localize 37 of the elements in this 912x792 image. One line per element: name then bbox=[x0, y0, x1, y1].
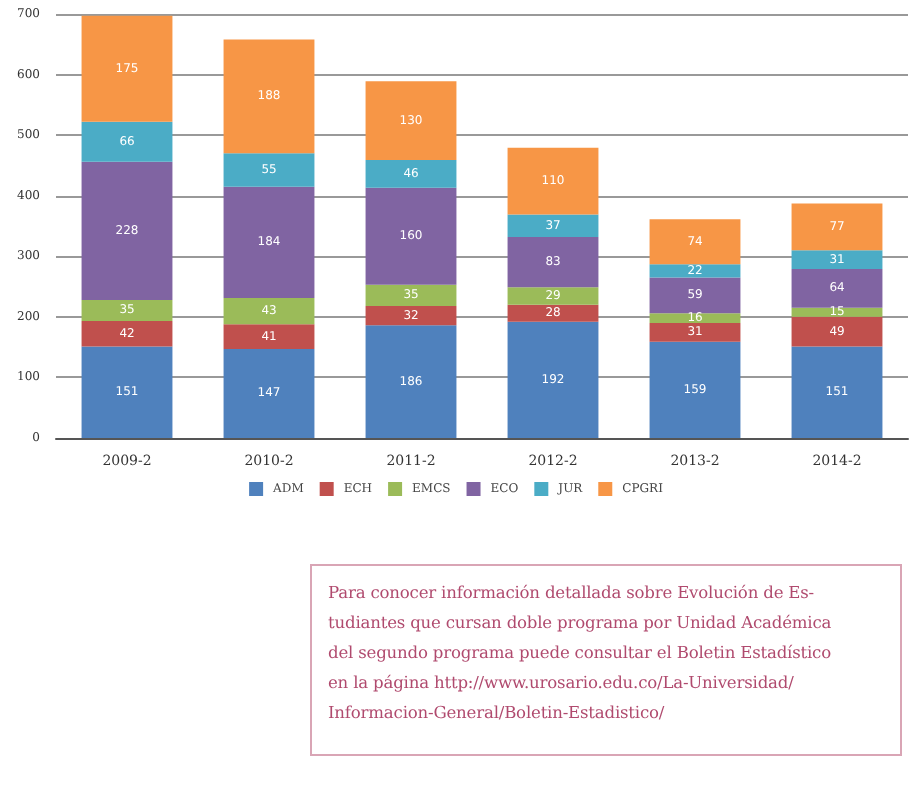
bar bbox=[791, 250, 883, 270]
bar bbox=[791, 316, 883, 347]
bar bbox=[791, 307, 883, 317]
bar bbox=[791, 269, 883, 308]
bar bbox=[223, 348, 315, 438]
bar bbox=[507, 287, 599, 305]
bar bbox=[81, 346, 173, 438]
bar bbox=[365, 187, 457, 285]
bar bbox=[791, 346, 883, 438]
bar bbox=[649, 313, 741, 323]
bar bbox=[791, 203, 883, 251]
bar bbox=[649, 277, 741, 314]
bar bbox=[649, 341, 741, 438]
bar bbox=[81, 321, 173, 347]
bar bbox=[365, 159, 457, 188]
bar bbox=[81, 161, 173, 300]
bar bbox=[223, 298, 315, 325]
bar bbox=[223, 186, 315, 299]
bar bbox=[365, 81, 457, 160]
bar bbox=[507, 147, 599, 215]
bar bbox=[649, 322, 741, 342]
bar bbox=[507, 321, 599, 438]
bar bbox=[365, 325, 457, 438]
bar bbox=[365, 284, 457, 306]
bar bbox=[223, 39, 315, 154]
bar bbox=[507, 214, 599, 237]
bar bbox=[649, 264, 741, 278]
text: Para conocer información detallada sobre Evolución de Es- tudiantes que cursan doble programa por Unidad Académica del segundo programa puede consultar el Boletin Estadístico en la página http://www.urosario.edu.co/La-Universidad/ Informacion-General/Boletin-Estadistico/ bbox=[310, 564, 902, 756]
bar bbox=[81, 121, 173, 162]
bar bbox=[507, 304, 599, 322]
bar bbox=[507, 236, 599, 288]
bar bbox=[365, 305, 457, 326]
bar bbox=[223, 153, 315, 187]
bar bbox=[81, 299, 173, 322]
bar bbox=[223, 324, 315, 349]
bar bbox=[81, 15, 173, 122]
bar bbox=[649, 219, 741, 265]
